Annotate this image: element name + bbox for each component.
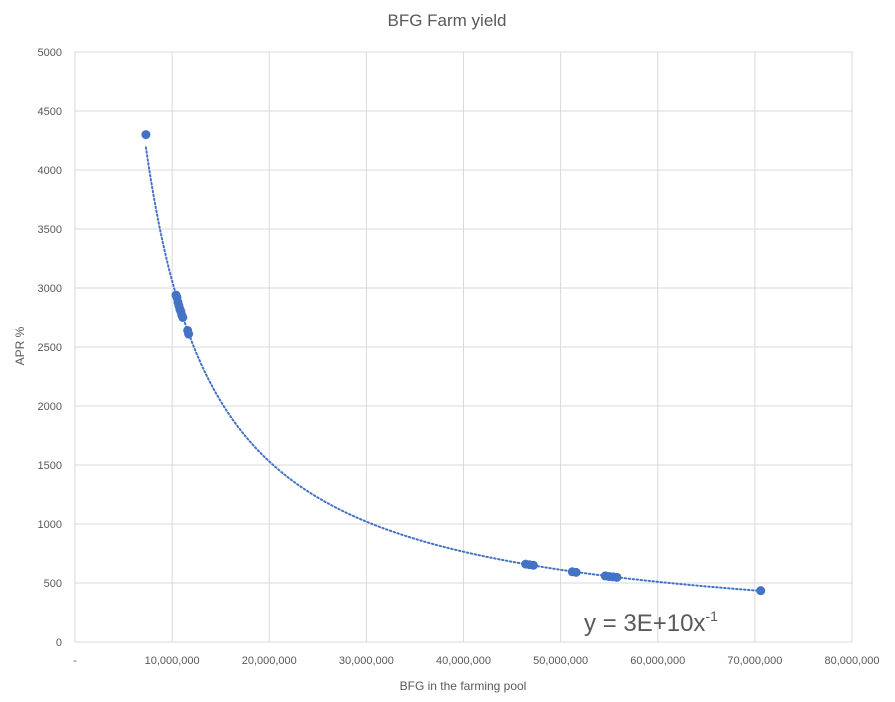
y-axis-label: APR % — [13, 326, 27, 365]
y-tick-label: 1500 — [38, 460, 62, 472]
data-point — [528, 560, 538, 570]
data-point — [184, 329, 194, 339]
x-tick-label: 30,000,000 — [339, 655, 394, 667]
y-tick-label: 500 — [44, 578, 62, 590]
x-tick-label: 80,000,000 — [824, 655, 879, 667]
y-tick-label: 1000 — [38, 519, 62, 531]
y-tick-label: 3000 — [38, 283, 62, 295]
data-points — [141, 130, 766, 596]
data-point — [612, 572, 622, 582]
y-tick-label: 3500 — [38, 224, 62, 236]
x-tick-label: 40,000,000 — [436, 655, 491, 667]
trendline-equation-exponent: -1 — [705, 608, 718, 624]
chart-title: BFG Farm yield — [387, 11, 506, 30]
trendline-equation-base: y = 3E+10x — [584, 610, 705, 637]
y-tick-label: 4000 — [38, 165, 62, 177]
data-point — [178, 313, 188, 322]
grid — [74, 51, 853, 643]
x-tick-label: 70,000,000 — [727, 655, 782, 667]
x-axis-label: BFG in the farming pool — [400, 679, 527, 693]
trendline — [144, 146, 762, 592]
x-tick-label: - — [73, 655, 77, 667]
x-tick-labels: - 10,000,000 20,000,000 30,000,000 40,000,00… — [73, 655, 879, 667]
x-tick-label: 50,000,000 — [533, 655, 588, 667]
y-tick-labels: 0 500 1000 1500 2000 2500 3000 3500 4000 4500 5000 — [38, 47, 62, 649]
y-tick-label: 2000 — [38, 401, 62, 413]
x-tick-label: 60,000,000 — [630, 655, 685, 667]
data-point — [141, 130, 151, 140]
x-tick-label: 20,000,000 — [242, 655, 297, 667]
y-tick-label: 2500 — [38, 342, 62, 354]
trendline-equation: y = 3E+10x-1 — [584, 608, 718, 637]
data-point — [571, 567, 581, 577]
y-tick-label: 4500 — [38, 106, 62, 118]
y-tick-label: 5000 — [38, 47, 62, 59]
x-tick-label: 10,000,000 — [145, 655, 200, 667]
trendline-path — [144, 146, 762, 592]
data-point — [756, 586, 766, 596]
y-tick-label: 0 — [56, 637, 62, 649]
